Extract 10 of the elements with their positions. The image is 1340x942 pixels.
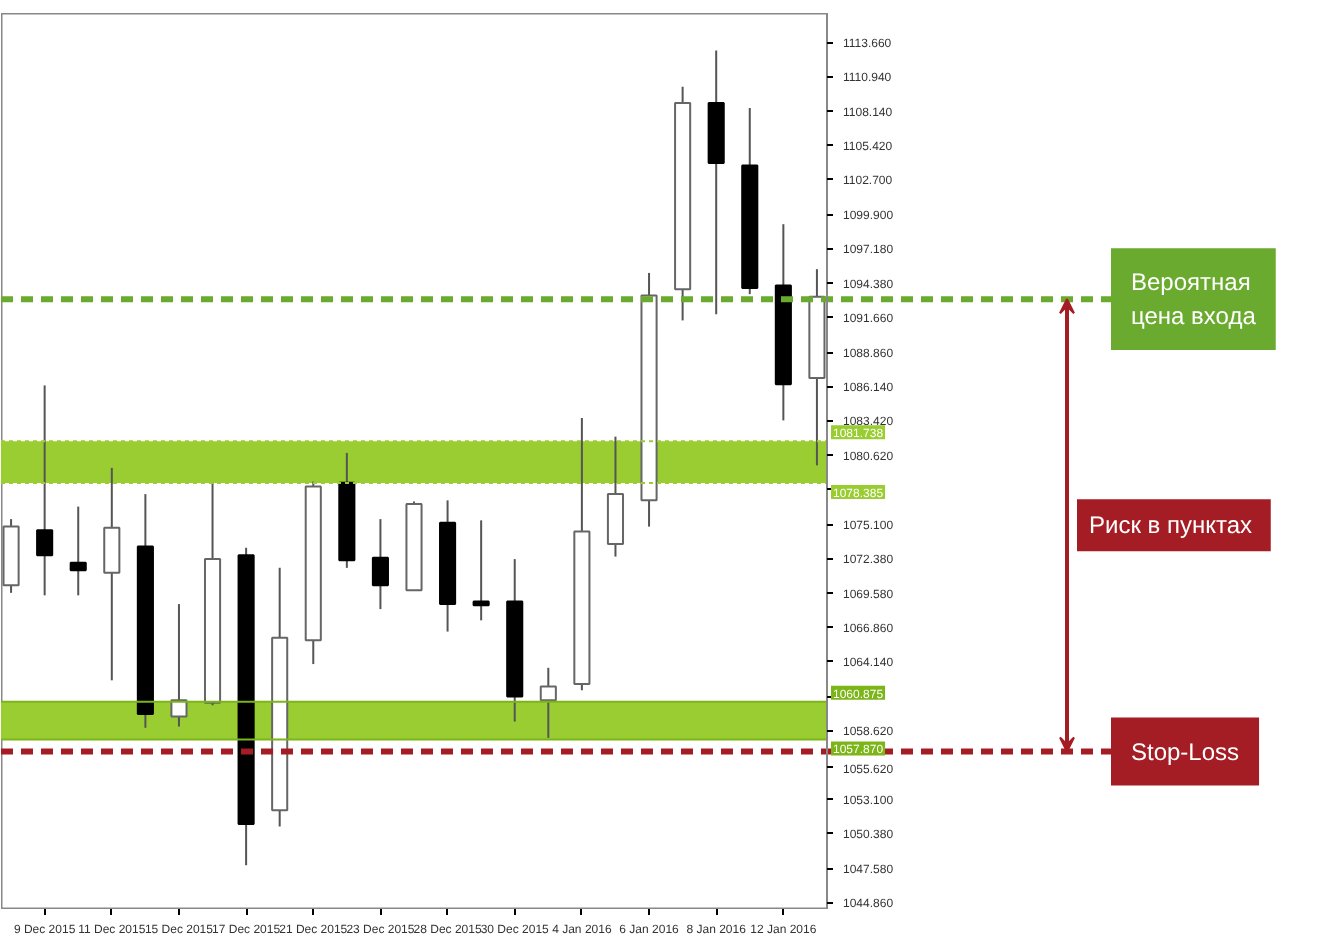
candlestick <box>103 466 121 682</box>
candlestick <box>170 603 188 728</box>
candlestick <box>69 505 87 597</box>
ref-line-label: Вероятная цена входа <box>1131 268 1257 330</box>
candlestick <box>472 519 490 622</box>
candlestick <box>539 666 557 739</box>
candlestick <box>371 518 389 611</box>
candlestick <box>36 384 54 597</box>
ref-line-label: Stop-Loss <box>1131 737 1240 766</box>
text: Риск в пунктах <box>1089 511 1253 540</box>
